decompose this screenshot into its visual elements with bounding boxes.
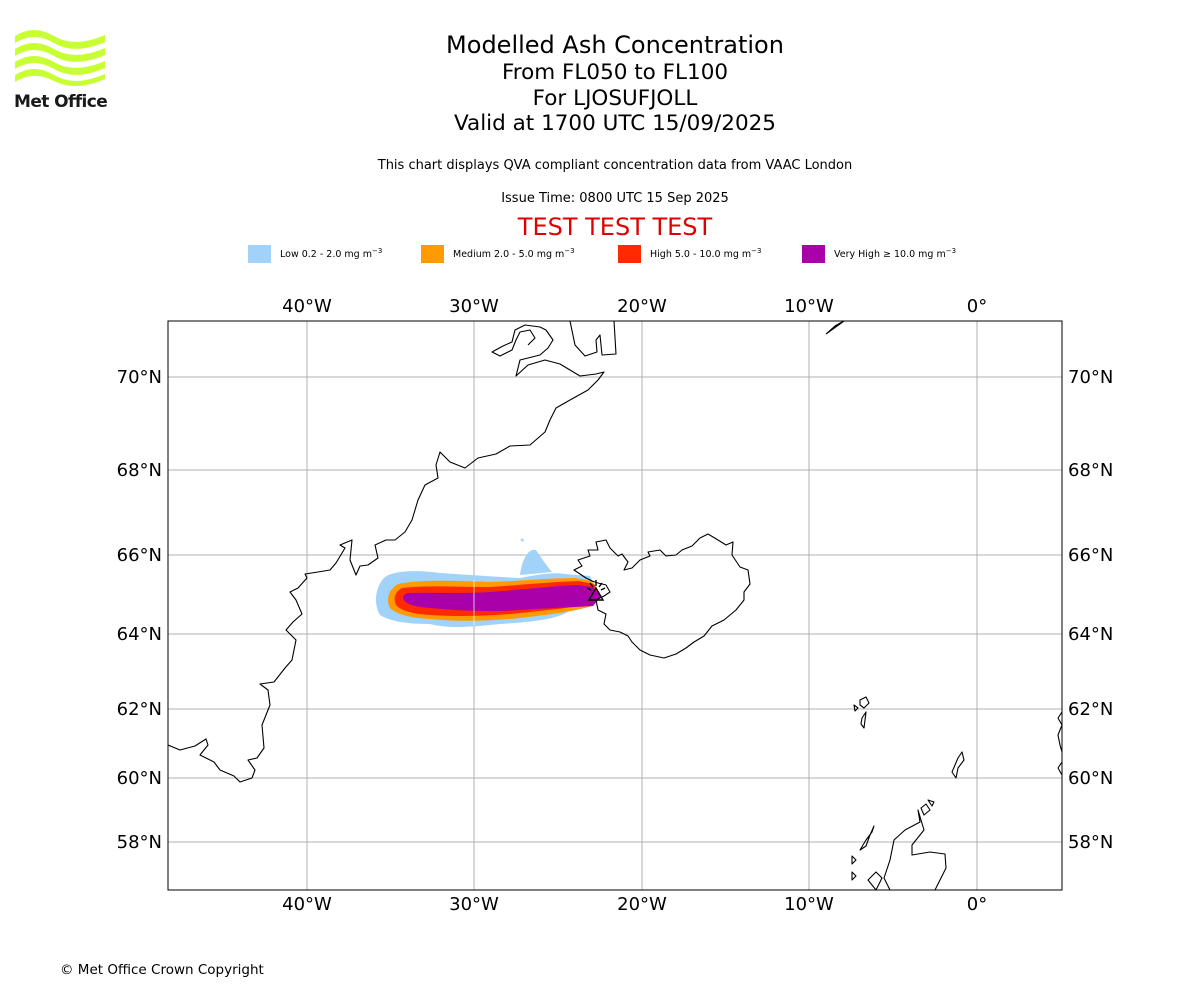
legend-item-low: Low 0.2 - 2.0 mg m−3	[248, 244, 382, 264]
ash-very-high-area	[403, 585, 601, 612]
lat-label: 68°N	[1068, 460, 1113, 481]
graticule	[168, 321, 1062, 890]
coast-scotland	[883, 809, 947, 890]
coast-faroe	[853, 696, 870, 729]
legend-swatch-very-high	[802, 245, 825, 263]
coast-greenland	[168, 324, 605, 783]
lat-label: 62°N	[117, 699, 162, 720]
flight-level-range: From FL050 to FL100	[501, 60, 729, 85]
coast-norway	[1057, 711, 1062, 776]
lon-labels-top: 40°W 30°W 20°W 10°W 0°	[282, 296, 987, 317]
lat-label: 64°N	[1068, 624, 1113, 645]
lon-label: 20°W	[617, 296, 667, 317]
coast-greenland-isl	[825, 321, 845, 335]
lat-labels-left: 70°N 68°N 66°N 64°N 62°N 60°N 58°N	[117, 367, 162, 853]
test-banner: TEST TEST TEST	[517, 213, 713, 241]
legend-label-medium: Medium 2.0 - 5.0 mg m−3	[453, 247, 575, 261]
coastlines	[168, 321, 1062, 890]
chart-description: This chart displays QVA compliant concen…	[377, 158, 853, 173]
lon-label: 10°W	[784, 296, 834, 317]
lon-labels-bottom: 40°W 30°W 20°W 10°W 0°	[282, 894, 987, 915]
coast-hebrides	[851, 825, 883, 890]
lat-label: 70°N	[1068, 367, 1113, 388]
lat-label: 68°N	[117, 460, 162, 481]
ash-plume	[375, 538, 601, 628]
lat-label: 58°N	[117, 832, 162, 853]
lat-label: 64°N	[117, 624, 162, 645]
lat-label: 62°N	[1068, 699, 1113, 720]
legend-label-low: Low 0.2 - 2.0 mg m−3	[280, 247, 383, 261]
concentration-legend: Low 0.2 - 2.0 mg m−3 Medium 2.0 - 5.0 mg…	[0, 244, 1200, 264]
legend-item-very-high: Very High ≥ 10.0 mg m−3	[802, 244, 956, 264]
lat-label: 70°N	[117, 367, 162, 388]
coast-greenland-north	[569, 321, 617, 357]
legend-item-medium: Medium 2.0 - 5.0 mg m−3	[421, 244, 575, 264]
coast-orkney	[920, 799, 935, 816]
lon-label: 30°W	[449, 296, 499, 317]
legend-swatch-low	[248, 245, 271, 263]
lon-label: 20°W	[617, 894, 667, 915]
legend-swatch-high	[618, 245, 641, 263]
map-content	[168, 321, 1062, 890]
chart-title: Modelled Ash Concentration	[446, 31, 784, 59]
lon-label: 0°	[967, 894, 987, 915]
met-office-logo: Met Office	[14, 30, 110, 114]
issue-time: Issue Time: 0800 UTC 15 Sep 2025	[501, 191, 729, 206]
volcano-name: For LJOSUFJOLL	[532, 85, 698, 111]
coast-iceland	[573, 533, 751, 659]
lon-label: 30°W	[449, 894, 499, 915]
met-office-waves-icon	[15, 30, 105, 87]
chart-title-block: Modelled Ash Concentration From FL050 to…	[0, 30, 1200, 137]
valid-time: Valid at 1700 UTC 15/09/2025	[453, 111, 776, 136]
ash-low-patch-2	[520, 538, 524, 542]
lon-label: 40°W	[282, 296, 332, 317]
lat-label: 66°N	[117, 545, 162, 566]
legend-swatch-medium	[421, 245, 444, 263]
map-frame	[167, 320, 1063, 891]
logo-wordmark: Met Office	[14, 92, 108, 112]
legend-label-high: High 5.0 - 10.0 mg m−3	[650, 247, 762, 261]
lat-label: 58°N	[1068, 832, 1113, 853]
coast-shetland	[951, 751, 965, 779]
lon-label: 40°W	[282, 894, 332, 915]
legend-label-very-high: Very High ≥ 10.0 mg m−3	[834, 247, 957, 261]
lat-label: 66°N	[1068, 545, 1113, 566]
lat-label: 60°N	[117, 768, 162, 789]
lat-label: 60°N	[1068, 768, 1113, 789]
copyright-notice: © Met Office Crown Copyright	[60, 962, 264, 978]
ash-low-patch	[520, 549, 552, 575]
volcano-symbol	[586, 580, 606, 601]
lat-labels-right: 70°N 68°N 66°N 64°N 62°N 60°N 58°N	[1068, 367, 1113, 853]
lon-label: 10°W	[784, 894, 834, 915]
lon-label: 0°	[967, 296, 987, 317]
legend-item-high: High 5.0 - 10.0 mg m−3	[618, 244, 762, 264]
